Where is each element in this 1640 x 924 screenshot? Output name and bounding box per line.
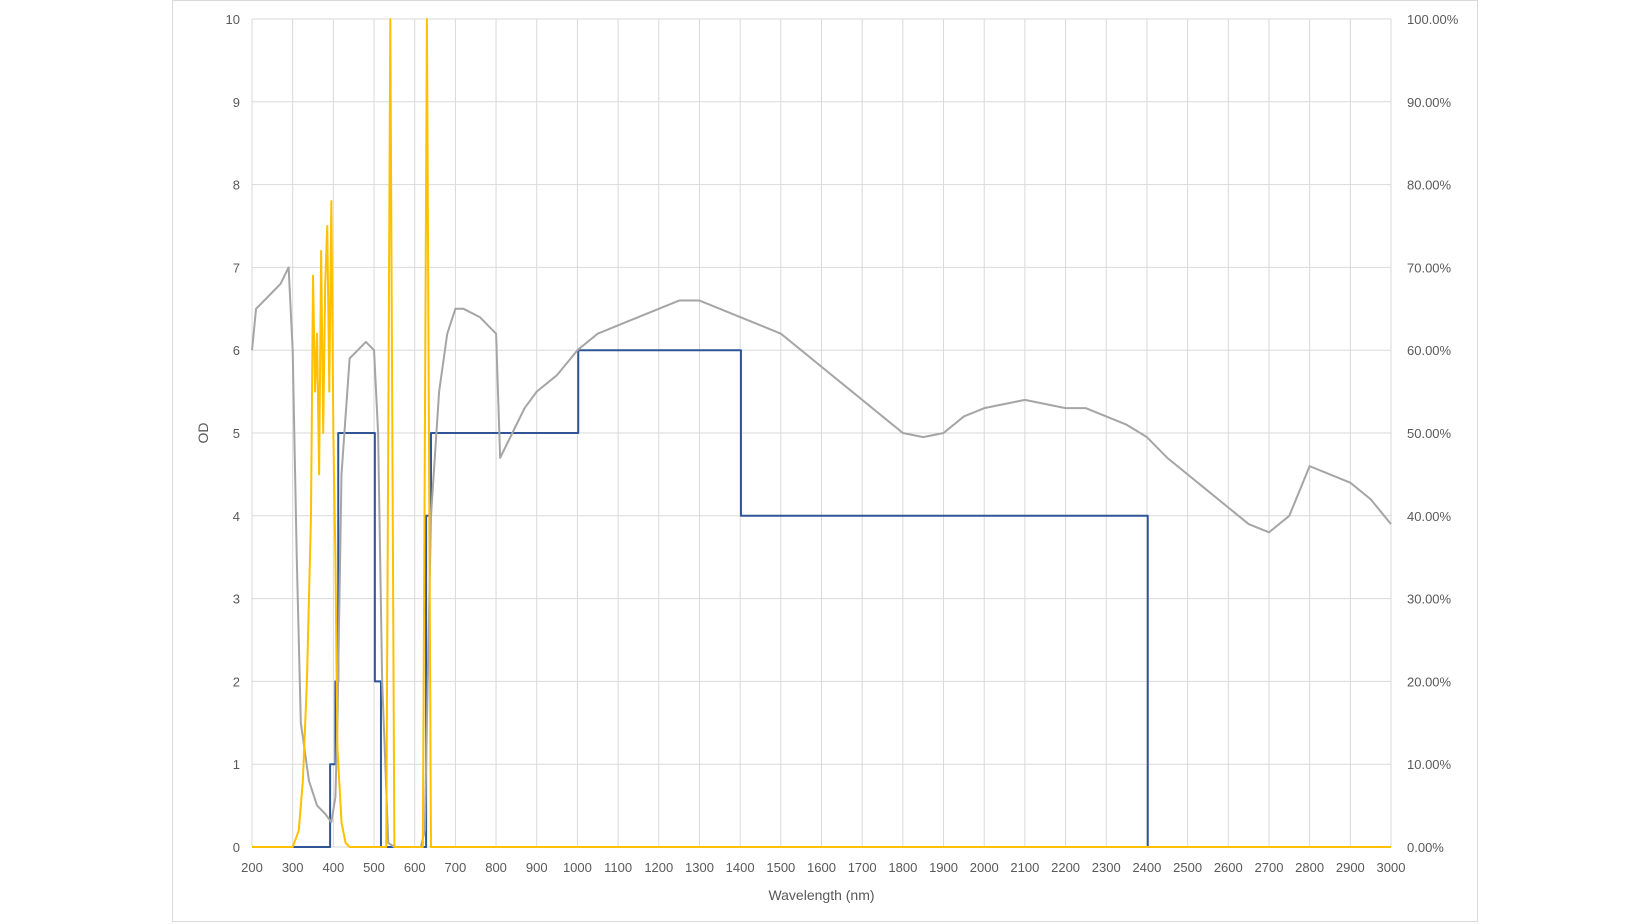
y-tick-label: 0 <box>233 840 240 855</box>
y-tick-label: 8 <box>233 178 240 193</box>
y2-tick-label: 20.00% <box>1407 674 1452 689</box>
y-tick-label: 1 <box>233 757 240 772</box>
x-tick-label: 2600 <box>1214 860 1243 875</box>
x-tick-label: 2900 <box>1336 860 1365 875</box>
x-tick-label: 1300 <box>685 860 714 875</box>
x-tick-label: 700 <box>445 860 467 875</box>
x-tick-label: 1000 <box>563 860 592 875</box>
x-tick-label: 300 <box>282 860 304 875</box>
x-tick-label: 2800 <box>1295 860 1324 875</box>
y2-tick-label: 70.00% <box>1407 260 1452 275</box>
x-tick-label: 2400 <box>1132 860 1161 875</box>
x-tick-label: 500 <box>363 860 385 875</box>
yellow-series <box>252 18 1391 848</box>
transmission-series <box>251 266 1392 848</box>
x-tick-label: 600 <box>404 860 426 875</box>
y-tick-label: 3 <box>233 592 240 607</box>
y-tick-label: 2 <box>233 674 240 689</box>
x-tick-label: 200 <box>241 860 263 875</box>
x-tick-label: 2300 <box>1092 860 1121 875</box>
x-tick-label: 1700 <box>848 860 877 875</box>
y2-tick-label: 60.00% <box>1407 343 1452 358</box>
x-tick-label: 800 <box>485 860 507 875</box>
y2-tick-label: 100.00% <box>1407 12 1459 27</box>
y2-tick-label: 40.00% <box>1407 509 1452 524</box>
x-tick-label: 3000 <box>1377 860 1406 875</box>
x-tick-label: 1500 <box>766 860 795 875</box>
x-tick-label: 900 <box>526 860 548 875</box>
y2-tick-label: 30.00% <box>1407 592 1452 607</box>
y2-tick-label: 80.00% <box>1407 178 1452 193</box>
y-tick-label: 4 <box>233 509 240 524</box>
series-layer <box>251 18 1392 848</box>
y2-tick-label: 90.00% <box>1407 95 1452 110</box>
x-tick-label: 1800 <box>888 860 917 875</box>
y2-tick-label: 0.00% <box>1407 840 1444 855</box>
y-tick-label: 6 <box>233 343 240 358</box>
x-axis-title: Wavelength (nm) <box>768 887 874 903</box>
x-tick-label: 2200 <box>1051 860 1080 875</box>
x-tick-label: 2500 <box>1173 860 1202 875</box>
y-tick-label: 5 <box>233 426 240 441</box>
x-tick-label: 400 <box>323 860 345 875</box>
y2-tick-label: 10.00% <box>1407 757 1452 772</box>
y-tick-label: 7 <box>233 260 240 275</box>
y-tick-label: 9 <box>233 95 240 110</box>
y-axis-title: OD <box>195 423 211 444</box>
x-tick-label: 1600 <box>807 860 836 875</box>
x-tick-label: 1200 <box>644 860 673 875</box>
x-tick-label: 1400 <box>726 860 755 875</box>
x-tick-label: 1100 <box>604 860 632 875</box>
x-tick-label: 2700 <box>1255 860 1284 875</box>
y-tick-label: 10 <box>226 12 240 27</box>
y2-tick-label: 50.00% <box>1407 426 1452 441</box>
axes: 200 300 400 500 600 700 800 900 1000 1100 1200 1300… <box>226 12 1459 875</box>
x-tick-label: 2000 <box>970 860 999 875</box>
x-tick-label: 1900 <box>929 860 958 875</box>
x-tick-label: 2100 <box>1010 860 1039 875</box>
